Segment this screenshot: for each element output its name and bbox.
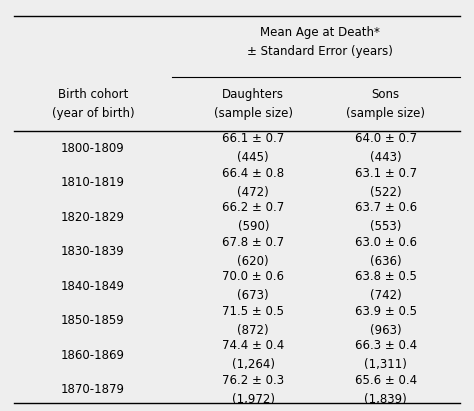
Text: 63.7 ± 0.6
(553): 63.7 ± 0.6 (553) bbox=[355, 201, 417, 233]
Text: 63.0 ± 0.6
(636): 63.0 ± 0.6 (636) bbox=[355, 236, 417, 268]
Text: Mean Age at Death*
± Standard Error (years): Mean Age at Death* ± Standard Error (yea… bbox=[246, 26, 392, 58]
Text: 1860-1869: 1860-1869 bbox=[61, 349, 125, 362]
Text: 1810-1819: 1810-1819 bbox=[61, 176, 125, 189]
Text: 63.1 ± 0.7
(522): 63.1 ± 0.7 (522) bbox=[355, 167, 417, 199]
Text: 67.8 ± 0.7
(620): 67.8 ± 0.7 (620) bbox=[222, 236, 284, 268]
Text: 64.0 ± 0.7
(443): 64.0 ± 0.7 (443) bbox=[355, 132, 417, 164]
Text: 63.9 ± 0.5
(963): 63.9 ± 0.5 (963) bbox=[355, 305, 417, 337]
Text: 70.0 ± 0.6
(673): 70.0 ± 0.6 (673) bbox=[222, 270, 284, 302]
Text: 74.4 ± 0.4
(1,264): 74.4 ± 0.4 (1,264) bbox=[222, 339, 284, 371]
Text: 76.2 ± 0.3
(1,972): 76.2 ± 0.3 (1,972) bbox=[222, 374, 284, 406]
Text: Sons
(sample size): Sons (sample size) bbox=[346, 88, 425, 120]
Text: 1820-1829: 1820-1829 bbox=[61, 211, 125, 224]
Text: 65.6 ± 0.4
(1,839): 65.6 ± 0.4 (1,839) bbox=[355, 374, 417, 406]
Text: 71.5 ± 0.5
(872): 71.5 ± 0.5 (872) bbox=[222, 305, 284, 337]
Text: 1840-1849: 1840-1849 bbox=[61, 279, 125, 293]
Text: 63.8 ± 0.5
(742): 63.8 ± 0.5 (742) bbox=[355, 270, 417, 302]
Text: 1800-1809: 1800-1809 bbox=[61, 142, 125, 155]
Text: Daughters
(sample size): Daughters (sample size) bbox=[214, 88, 293, 120]
Text: 66.2 ± 0.7
(590): 66.2 ± 0.7 (590) bbox=[222, 201, 284, 233]
Text: 66.3 ± 0.4
(1,311): 66.3 ± 0.4 (1,311) bbox=[355, 339, 417, 371]
Text: 66.1 ± 0.7
(445): 66.1 ± 0.7 (445) bbox=[222, 132, 284, 164]
Text: 66.4 ± 0.8
(472): 66.4 ± 0.8 (472) bbox=[222, 167, 284, 199]
Text: 1830-1839: 1830-1839 bbox=[61, 245, 125, 258]
Text: 1850-1859: 1850-1859 bbox=[61, 314, 125, 327]
Text: 1870-1879: 1870-1879 bbox=[61, 383, 125, 396]
Text: Birth cohort
(year of birth): Birth cohort (year of birth) bbox=[52, 88, 134, 120]
